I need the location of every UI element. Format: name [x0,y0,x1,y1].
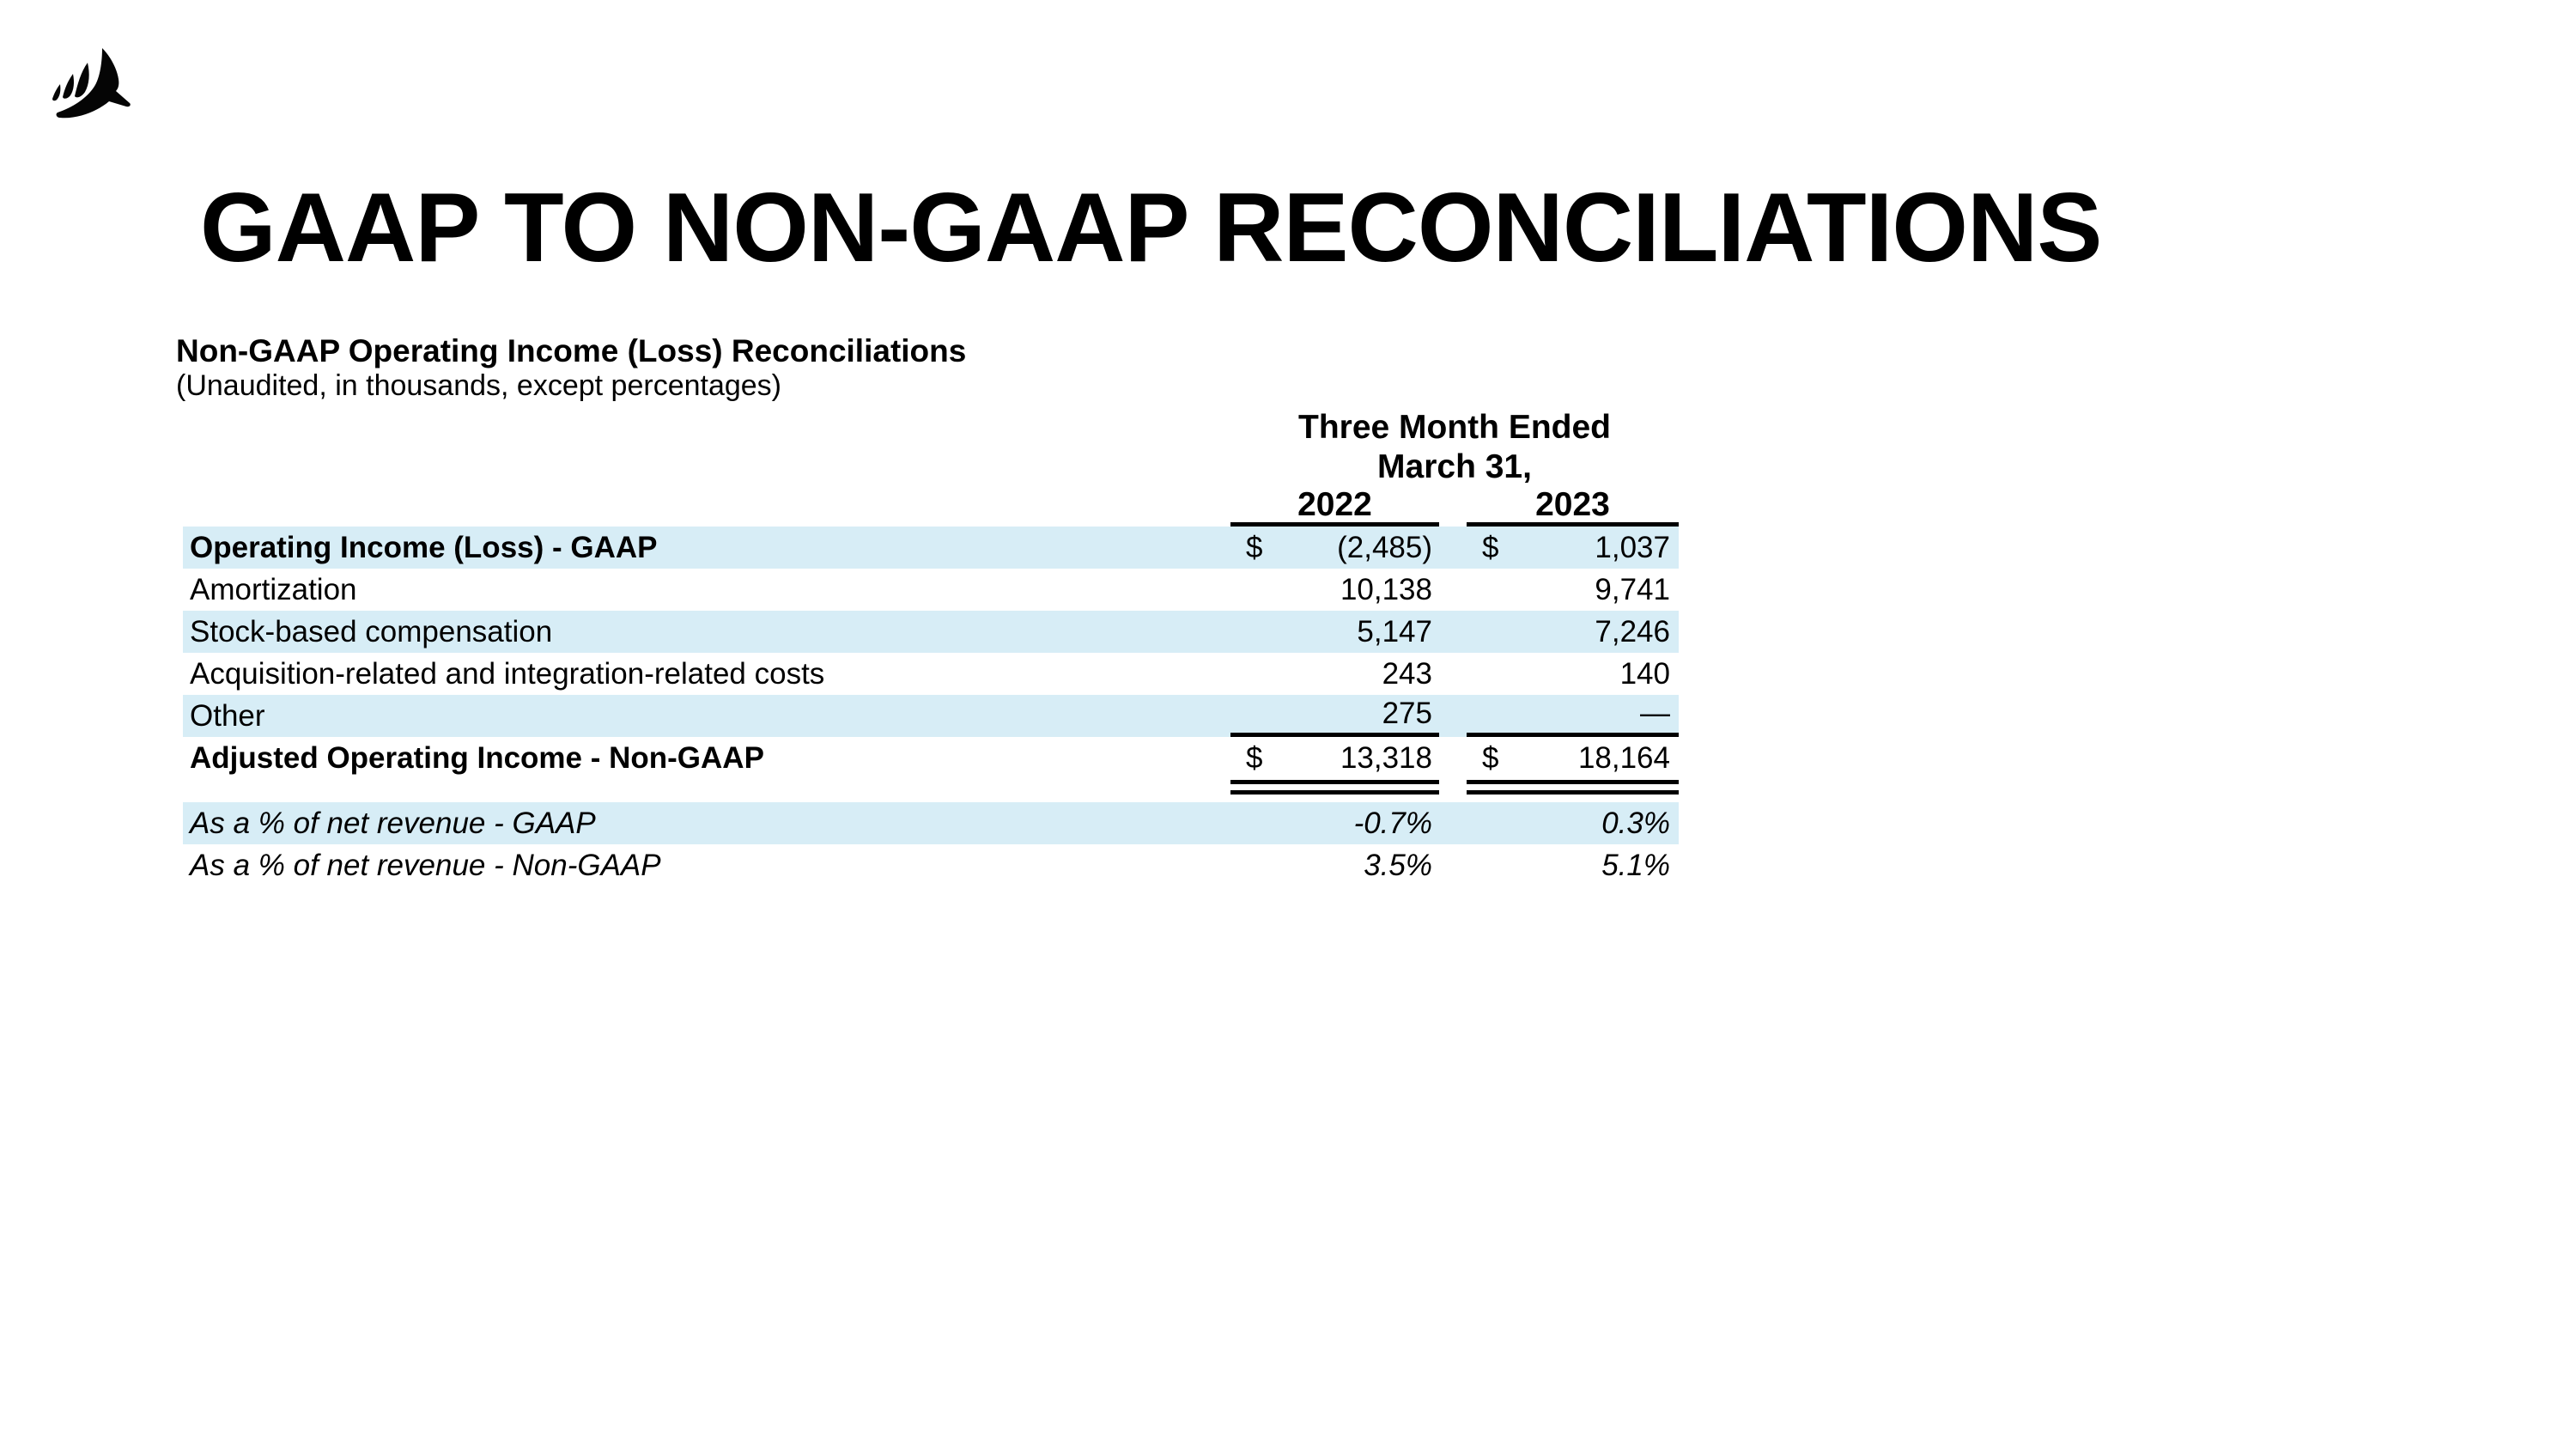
column-gap [1439,695,1467,737]
table-row-adjusted-operating-income: Adjusted Operating Income - Non-GAAP $ 1… [183,737,1679,779]
total-double-rule-row [183,779,1679,802]
double-rule-2022 [1230,779,1439,802]
dollar-sign: $ [1246,740,1263,775]
year-column-2022: 2022 [1230,486,1439,527]
section-heading: Non-GAAP Operating Income (Loss) Reconci… [176,333,967,368]
value-2023: $ 18,164 [1467,737,1679,779]
column-gap [1439,487,1467,527]
value-2023: 7,246 [1467,611,1679,653]
table-row-amortization: Amortization 10,138 9,741 [183,569,1679,611]
value-2023: 5.1% [1601,848,1670,882]
page-title: GAAP TO NON-GAAP RECONCILIATIONS [200,174,2102,283]
column-gap [1439,802,1467,844]
year-column-2023: 2023 [1467,486,1679,527]
value-2022: 5,147 [1230,611,1439,653]
dollar-sign: $ [1246,530,1263,564]
column-gap [1439,611,1467,653]
column-gap [1439,737,1467,779]
dollar-sign: $ [1482,530,1499,564]
amount: (2,485) [1337,530,1432,564]
header-spacer [183,408,1230,447]
row-label: Acquisition-related and integration-rela… [190,656,825,691]
table-row-acquisition-costs: Acquisition-related and integration-rela… [183,653,1679,695]
reconciliation-table: Three Month Ended March 31, 2022 2023 Op… [183,408,1679,886]
value-2022: $ 13,318 [1230,737,1439,779]
column-gap [1439,569,1467,611]
value-2022: 3.5% [1364,848,1432,882]
table-row-pct-net-revenue-non-gaap: As a % of net revenue - Non-GAAP 3.5% 5.… [183,844,1679,886]
row-label: As a % of net revenue - Non-GAAP [190,848,661,882]
row-label: Operating Income (Loss) - GAAP [183,527,1230,569]
table-row-pct-net-revenue-gaap: As a % of net revenue - GAAP -0.7% 0.3% [183,802,1679,844]
value-2022: 243 [1382,656,1432,691]
spacer [183,779,1230,802]
column-gap [1439,527,1467,569]
amount: 18,164 [1577,740,1670,775]
period-header-row-1: Three Month Ended [183,408,1679,447]
row-label: Amortization [190,572,357,606]
period-header-row-2: March 31, [183,447,1679,487]
value-2023: $ 1,037 [1467,527,1679,569]
dollar-sign: $ [1482,740,1499,775]
table-row-other: Other 275 — [183,695,1679,737]
value-2023: 0.3% [1467,802,1679,844]
amount: 1,037 [1595,530,1670,564]
header-spacer [183,447,1230,487]
table-row-stock-based-compensation: Stock-based compensation 5,147 7,246 [183,611,1679,653]
value-2022: 10,138 [1340,572,1432,606]
corsair-sails-logo [48,45,134,124]
year-header-row: 2022 2023 [183,486,1679,527]
column-gap [1439,844,1467,886]
period-header-line2: March 31, [1377,448,1532,485]
double-rule-2023 [1467,779,1679,802]
column-gap [1439,653,1467,695]
section-subheading: (Unaudited, in thousands, except percent… [176,369,782,402]
value-2023: 140 [1619,656,1670,691]
row-label: Stock-based compensation [183,611,1230,653]
column-gap [1439,779,1467,802]
corsair-sails-icon [52,48,131,119]
table-row-operating-income-gaap: Operating Income (Loss) - GAAP $ (2,485)… [183,527,1679,569]
value-2022: $ (2,485) [1230,527,1439,569]
row-label: As a % of net revenue - GAAP [183,802,1230,844]
header-spacer [183,487,1230,527]
row-label: Other [183,695,1230,737]
row-label: Adjusted Operating Income - Non-GAAP [190,740,764,775]
value-2023: — [1467,695,1679,737]
value-2022: 275 [1230,695,1439,737]
value-2022: -0.7% [1230,802,1439,844]
amount: 13,318 [1340,740,1432,775]
value-2023: 9,741 [1595,572,1670,606]
period-header-line1: Three Month Ended [1298,409,1611,446]
